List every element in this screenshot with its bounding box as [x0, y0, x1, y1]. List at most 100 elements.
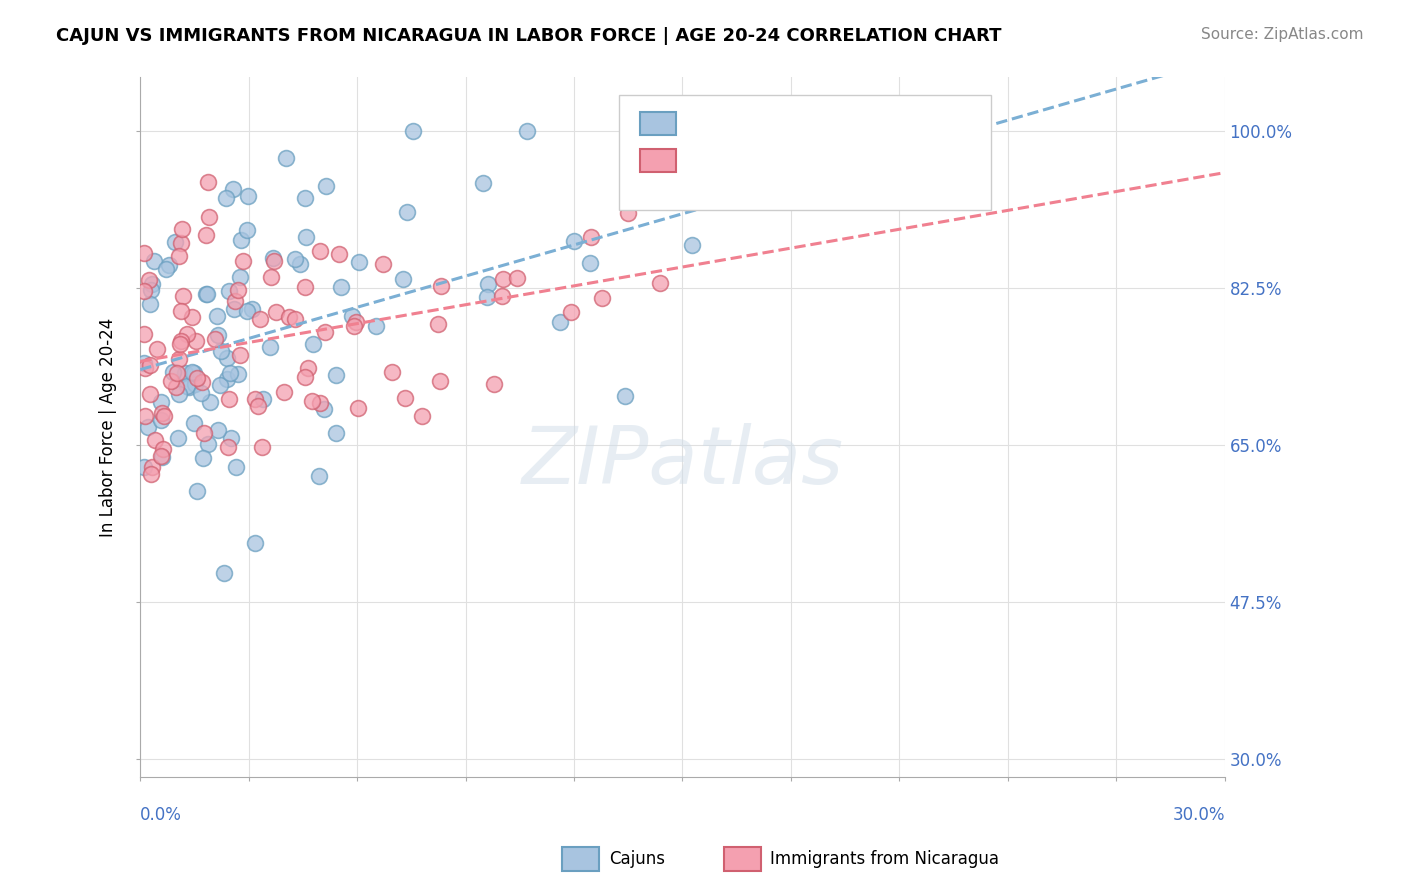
Point — [218, 284, 240, 298]
Point — [209, 343, 232, 358]
Point — [297, 360, 319, 375]
Point — [224, 301, 246, 316]
Point — [548, 315, 571, 329]
Text: Immigrants from Nicaragua: Immigrants from Nicaragua — [770, 850, 1000, 868]
Point — [221, 431, 243, 445]
Point — [392, 272, 415, 286]
Point — [492, 271, 515, 285]
Text: R =: R = — [686, 152, 725, 169]
Point — [347, 255, 370, 269]
Point — [394, 392, 416, 406]
Point — [288, 257, 311, 271]
Point — [294, 279, 316, 293]
Point — [330, 279, 353, 293]
Point — [204, 333, 226, 347]
Point — [295, 229, 318, 244]
Point — [346, 401, 368, 415]
Point — [184, 334, 207, 348]
Point — [236, 303, 259, 318]
Point — [166, 366, 188, 380]
Point — [579, 230, 602, 244]
Point — [402, 124, 425, 138]
Point — [181, 365, 204, 379]
Point — [236, 222, 259, 236]
Point — [650, 276, 672, 290]
Point — [315, 179, 337, 194]
Point — [236, 189, 259, 203]
Point — [157, 258, 180, 272]
Point — [197, 175, 219, 189]
Point — [143, 433, 166, 447]
Point — [193, 425, 215, 440]
Point — [222, 182, 245, 196]
Point — [262, 251, 284, 265]
Point — [252, 392, 274, 406]
Point — [149, 413, 172, 427]
Point — [260, 269, 283, 284]
Point — [328, 247, 350, 261]
Point — [180, 310, 202, 325]
Text: 0.0%: 0.0% — [141, 806, 183, 824]
Point — [309, 244, 332, 258]
Text: R =: R = — [686, 114, 725, 132]
Point — [132, 285, 155, 299]
Point — [212, 566, 235, 580]
Point — [229, 269, 252, 284]
Point — [506, 270, 529, 285]
Point — [325, 425, 347, 440]
Point — [429, 278, 451, 293]
Point — [134, 361, 156, 376]
Point — [219, 366, 242, 380]
Point — [174, 366, 197, 380]
Point — [215, 190, 238, 204]
Point — [229, 234, 252, 248]
Point — [274, 151, 297, 165]
Point — [172, 289, 194, 303]
Y-axis label: In Labor Force | Age 20-24: In Labor Force | Age 20-24 — [100, 318, 117, 537]
Text: 83: 83 — [848, 114, 873, 132]
Text: N =: N = — [806, 114, 845, 132]
Point — [294, 191, 316, 205]
Point — [381, 365, 404, 379]
Point — [218, 392, 240, 406]
Point — [191, 375, 214, 389]
Text: 0.166: 0.166 — [728, 114, 785, 132]
Point — [411, 409, 433, 423]
Point — [138, 272, 160, 286]
Point — [169, 351, 191, 366]
Point — [141, 467, 163, 481]
Text: N =: N = — [806, 152, 845, 169]
Point — [208, 378, 231, 392]
Point — [344, 315, 367, 329]
Point — [132, 460, 155, 475]
Point — [735, 163, 758, 178]
Point — [681, 238, 703, 252]
Point — [134, 409, 156, 424]
Point — [371, 257, 394, 271]
Point — [613, 389, 636, 403]
Point — [169, 248, 191, 262]
Point — [207, 423, 229, 437]
Point — [475, 290, 498, 304]
Point — [197, 437, 219, 451]
Point — [195, 287, 218, 301]
Point — [149, 394, 172, 409]
Point — [217, 372, 239, 386]
Point — [143, 254, 166, 268]
Point — [277, 310, 299, 324]
Point — [170, 235, 193, 250]
Point — [314, 325, 336, 339]
Point — [250, 441, 273, 455]
Point — [264, 304, 287, 318]
Point — [232, 254, 254, 268]
Point — [139, 358, 162, 372]
Point — [229, 347, 252, 361]
Point — [516, 124, 538, 138]
Point — [284, 252, 307, 266]
Point — [491, 289, 513, 303]
Point — [217, 351, 239, 365]
Point — [301, 394, 323, 409]
Point — [343, 318, 366, 333]
Point — [132, 356, 155, 370]
Text: CAJUN VS IMMIGRANTS FROM NICARAGUA IN LABOR FORCE | AGE 20-24 CORRELATION CHART: CAJUN VS IMMIGRANTS FROM NICARAGUA IN LA… — [56, 27, 1001, 45]
